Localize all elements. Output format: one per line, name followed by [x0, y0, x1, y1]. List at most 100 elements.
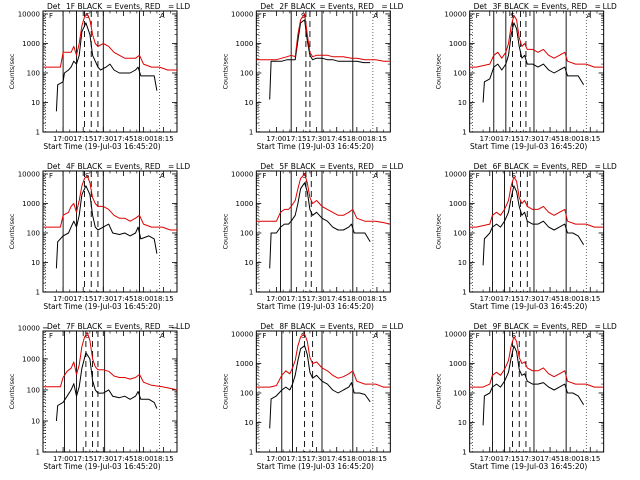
panel-title-part: = Events, RED: [106, 322, 161, 331]
y-tick-label: 10000: [231, 330, 253, 338]
panel-title-part: = Events, RED: [533, 322, 588, 331]
annotation-mark: F: [476, 332, 480, 340]
panel-title-part: Det: [260, 2, 273, 11]
y-tick-label: 1: [36, 449, 40, 457]
y-tick-label: 10: [31, 417, 40, 425]
y-tick-label: 100: [27, 69, 40, 77]
annotation-mark: S: [512, 332, 517, 340]
y-axis-label: Counts/sec: [221, 373, 229, 409]
x-axis-label: Start Time (19-Jul-03 16:45:20): [257, 142, 374, 151]
x-tick-label: 17:30: [93, 295, 113, 303]
x-tick-label: 18:15: [367, 295, 387, 303]
chart-panel-5: Det 5F BLACK = Events, RED = LLD 1 10 100 1000 10…: [221, 162, 403, 311]
x-tick-label: 17:30: [520, 455, 540, 463]
y-tick-label: 1000: [22, 355, 40, 363]
x-tick-label: 17:00: [53, 135, 73, 143]
panel-title-part: =: [168, 162, 174, 171]
x-tick-label: 17:15: [286, 295, 306, 303]
annotation-mark: F: [49, 172, 53, 180]
y-tick-label: 10: [458, 259, 467, 267]
plot-frame: [469, 330, 605, 453]
x-tick-label: 17:00: [480, 455, 500, 463]
y-tick-label: 100: [453, 389, 466, 397]
x-axis-label: Start Time (19-Jul-03 16:45:20): [43, 462, 160, 471]
chart-panel-3: Det 3F BLACK = Events, RED = LLD 1 10 100 1000 10…: [435, 2, 617, 151]
x-axis-label: Start Time (19-Jul-03 16:45:20): [257, 462, 374, 471]
x-tick-label: 17:15: [73, 455, 93, 463]
chart-panel-4: Det 4F BLACK = Events, RED = LLD 1 10 100 1000 10…: [8, 162, 190, 311]
panel-title-part: Det: [474, 2, 487, 11]
annotation-mark: A: [587, 332, 592, 340]
y-axis-label: Counts/sec: [221, 53, 229, 89]
chart-panel-6: Det 6F BLACK = Events, RED = LLD 1 10 100 1000 10…: [435, 162, 617, 311]
x-tick-label: 18:15: [580, 135, 600, 143]
panel-title-part: =: [595, 2, 601, 11]
x-tick-label: 17:45: [540, 455, 560, 463]
y-axis-label: Counts/sec: [8, 53, 16, 89]
x-tick-label: 17:15: [500, 295, 520, 303]
annotation-mark: F: [49, 332, 53, 340]
annotation-mark: A: [160, 12, 165, 20]
chart-panel-8: Det 8F BLACK = Events, RED = LLD 1 10 100 1000 10…: [221, 322, 403, 471]
annotation-mark: A: [160, 332, 165, 340]
annotation-mark: F: [476, 172, 480, 180]
x-axis-label: Start Time (19-Jul-03 16:45:20): [43, 302, 160, 311]
y-tick-label: 1000: [236, 360, 254, 368]
y-tick-label: 100: [453, 69, 466, 77]
x-tick-label: 18:00: [347, 455, 367, 463]
y-tick-label: 100: [240, 389, 253, 397]
x-tick-label: 17:00: [480, 135, 500, 143]
y-tick-label: 1000: [236, 200, 254, 208]
panel-title-part: = Events, RED: [319, 322, 374, 331]
lld-series-line: [43, 174, 177, 231]
chart-panel-9: Det 9F BLACK = Events, RED = LLD 1 10 100 1000 10…: [435, 322, 617, 471]
y-tick-label: 10: [458, 419, 467, 427]
x-tick-label: 17:30: [307, 455, 327, 463]
x-tick-label: 18:00: [133, 295, 153, 303]
y-tick-label: 1000: [449, 360, 467, 368]
x-tick-label: 17:30: [307, 295, 327, 303]
y-tick-label: 10: [244, 259, 253, 267]
y-tick-label: 1: [249, 449, 253, 457]
panel-title-part: 6F BLACK: [493, 162, 530, 171]
x-tick-label: 17:45: [540, 295, 560, 303]
x-tick-label: 17:15: [286, 135, 306, 143]
y-tick-label: 10000: [231, 10, 253, 18]
x-axis-label: Start Time (19-Jul-03 16:45:20): [257, 302, 374, 311]
plot-frame: [255, 10, 391, 133]
y-tick-label: 1000: [22, 40, 40, 48]
panel-title-part: =: [381, 162, 387, 171]
y-axis-label: Counts/sec: [221, 213, 229, 249]
y-tick-label: 100: [453, 229, 466, 237]
y-tick-label: 100: [27, 386, 40, 394]
panel-title-part: 7F BLACK: [66, 322, 103, 331]
panel-title-part: LLD: [603, 162, 617, 171]
panel-title-part: LLD: [176, 2, 190, 11]
y-tick-label: 10000: [18, 324, 40, 332]
panel-title-part: Det: [474, 322, 487, 331]
annotation-mark: S: [510, 12, 515, 20]
panel-title-part: =: [595, 322, 601, 331]
panel-title-part: =: [168, 322, 174, 331]
panel-title-part: Det: [260, 322, 273, 331]
y-tick-label: 10000: [231, 170, 253, 178]
annotation-mark: F: [262, 12, 266, 20]
x-tick-label: 18:00: [133, 135, 153, 143]
y-tick-label: 10: [244, 99, 253, 107]
x-tick-label: 18:00: [133, 455, 153, 463]
annotation-mark: A: [373, 172, 378, 180]
y-tick-label: 1: [462, 129, 466, 137]
panel-title-part: =: [595, 162, 601, 171]
lld-series-line: [43, 332, 178, 391]
annotation-mark: A: [373, 332, 378, 340]
panel-title-part: Det: [260, 162, 273, 171]
panel-title-part: =: [381, 2, 387, 11]
x-tick-label: 17:00: [266, 455, 286, 463]
panel-title-part: 5F BLACK: [279, 162, 316, 171]
y-tick-label: 1: [36, 289, 40, 297]
y-tick-label: 10000: [444, 10, 466, 18]
x-tick-label: 18:15: [580, 295, 600, 303]
x-tick-label: 17:30: [520, 295, 540, 303]
y-tick-label: 100: [240, 229, 253, 237]
events-series-line: [482, 185, 585, 266]
